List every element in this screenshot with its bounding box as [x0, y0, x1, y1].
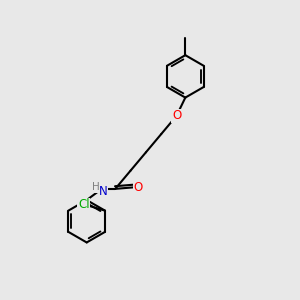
Text: N: N	[99, 185, 108, 198]
Text: O: O	[172, 109, 181, 122]
Text: H: H	[92, 182, 99, 192]
Text: O: O	[134, 181, 143, 194]
Text: Cl: Cl	[78, 198, 90, 211]
